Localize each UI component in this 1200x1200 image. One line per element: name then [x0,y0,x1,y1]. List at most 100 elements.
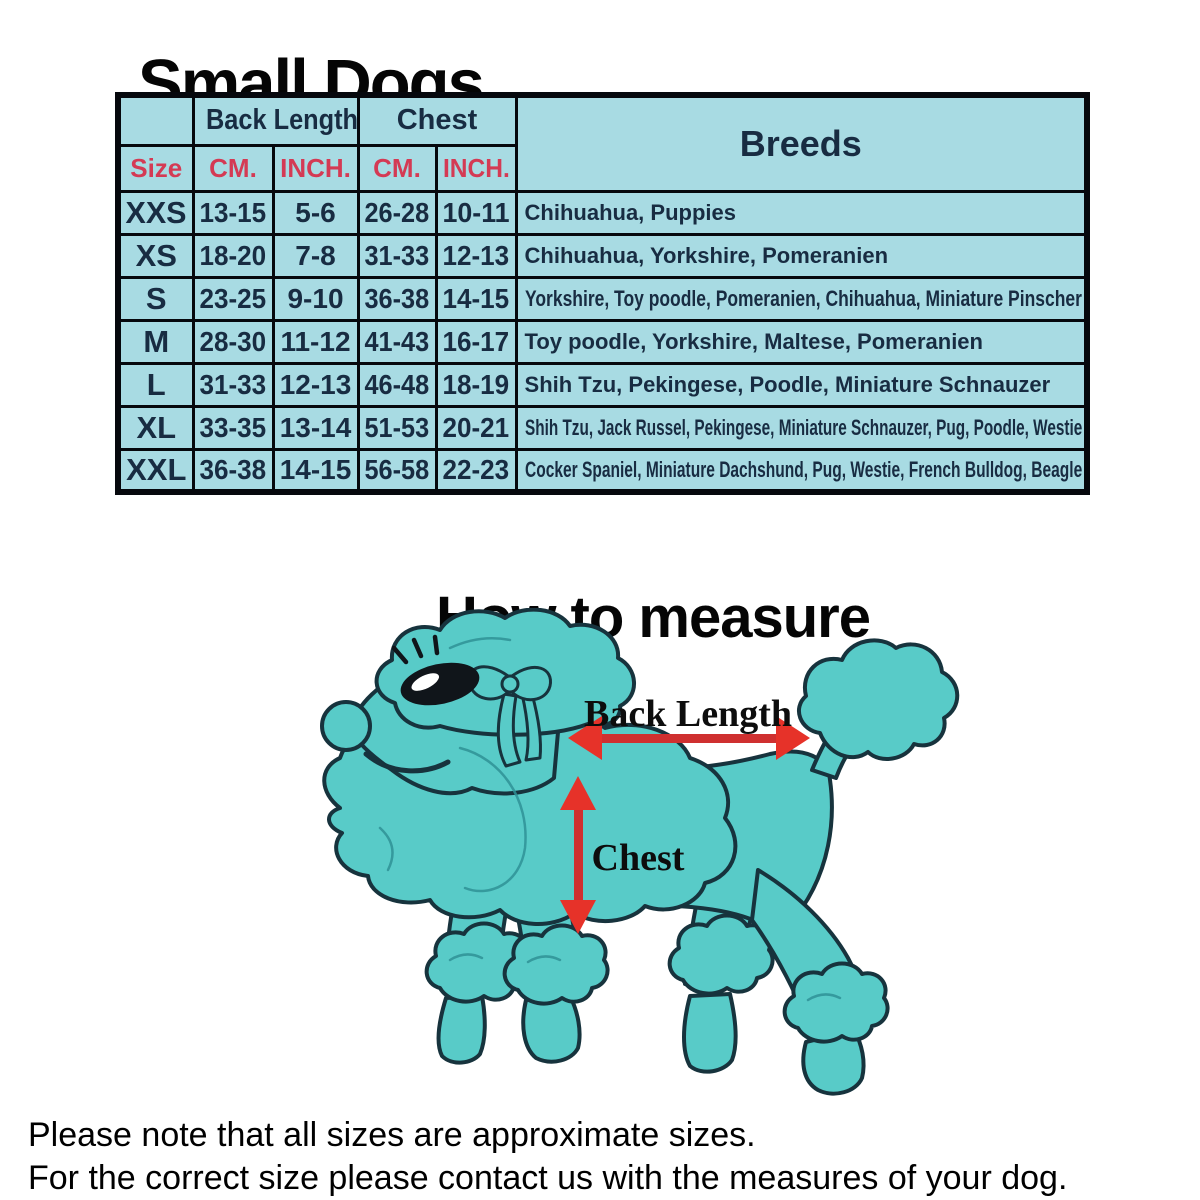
back-cm-value-text: 33-35 [199,411,267,443]
chest-cm-value: 26-28 [356,189,438,236]
chest-arrow [560,776,596,934]
back-cm-value: 31-33 [191,361,275,408]
back-cm-header: CM. [191,143,275,193]
breeds-value-text: Chihuahua, Puppies [524,199,736,225]
back-cm-value-text: 28-30 [199,325,267,357]
poodle-near-front-cuff [502,923,610,1006]
back-inch-value: 9-10 [271,275,360,322]
footer-line-2: For the correct size please contact us w… [28,1159,1068,1198]
chest-cm-value-text: 51-53 [364,411,430,443]
size-value-text: XL [136,409,177,445]
back-cm-value: 36-38 [191,447,275,494]
chest-inch-header: INCH. [434,143,518,193]
back-inch-value: 14-15 [271,447,360,494]
size-value: L [116,361,195,408]
back-length-arrow [568,716,810,760]
chest-cm-value: 41-43 [356,318,438,365]
back-inch-header: INCH. [271,143,360,193]
size-value: S [116,275,195,322]
chest-cm-value-text: 56-58 [364,453,430,485]
back-cm-value: 13-15 [191,189,275,236]
poodle-near-rear-foot [801,1028,866,1096]
chest-inch-value-text: 10-11 [442,196,510,228]
back-inch-value-text: 7-8 [295,239,336,271]
breeds-value-text: Shih Tzu, Jack Russel, Pekingese, Miniat… [524,414,1082,440]
chest-inch-value: 12-13 [434,232,518,279]
breeds-value: Shih Tzu, Pekingese, Poodle, Miniature S… [514,361,1089,408]
poodle-eye [400,662,480,706]
chest-cm-value-text: 41-43 [364,325,430,357]
table-row: XS 18-20 7-8 31-33 12-13 Chihuahua, Yorkshire… [116,232,1089,279]
chest-inch-value-text: 14-15 [442,282,510,314]
back-inch-value-text: 5-6 [295,196,336,228]
breeds-value-text: Chihuahua, Yorkshire, Pomeranien [524,242,889,268]
size-value: XS [116,232,195,279]
table-row: S 23-25 9-10 36-38 14-15 Yorkshire, Toy poodl… [116,275,1089,322]
chest-cm-value: 46-48 [356,361,438,408]
back-length-label: Back Length [584,693,792,735]
table-row: XXL 36-38 14-15 56-58 22-23 Cocker Spaniel, M… [116,447,1089,494]
chest-cm-value: 36-38 [356,275,438,322]
size-value: XXS [116,189,195,236]
corner-cell [116,93,195,147]
breeds-header: Breeds [514,93,1089,193]
breeds-value: Cocker Spaniel, Miniature Dachshund, Pug… [514,447,1089,494]
breeds-value-text: Cocker Spaniel, Miniature Dachshund, Pug… [524,456,1082,482]
back-cm-value: 28-30 [191,318,275,365]
back-inch-value-text: 11-12 [280,325,351,357]
size-chart-table: Back Length Chest Breeds Size CM. INCH. … [115,92,1091,495]
back-cm-value: 18-20 [191,232,275,279]
table-row: XL 33-35 13-14 51-53 20-21 Shih Tzu, Jack Rus… [116,404,1089,451]
chest-cm-value-text: 46-48 [364,368,430,400]
breeds-value-text: Toy poodle, Yorkshire, Maltese, Pomerani… [524,328,983,354]
sub-header-row: Size CM. INCH. CM. INCH. [116,143,1087,193]
size-header: Size [116,143,195,193]
poodle-near-front-foot [521,994,582,1064]
size-value-text: XXS [125,194,187,230]
chest-inch-value-text: 12-13 [442,239,510,271]
chest-inch-value: 22-23 [434,447,518,494]
back-length-header: Back Length [191,93,360,147]
chest-inch-value: 10-11 [434,189,518,236]
chest-inch-value-text: 22-23 [442,453,510,485]
back-cm-value-text: 13-15 [199,196,267,228]
chest-inch-value-text: 20-21 [442,411,510,443]
back-cm-value-text: 36-38 [199,453,267,485]
chest-inch-value: 16-17 [434,318,518,365]
table-row: M 28-30 11-12 41-43 16-17 Toy poodle, Yorkshi… [116,318,1089,365]
size-value: XL [116,404,195,451]
back-cm-value-text: 23-25 [199,282,267,314]
chest-cm-header: CM. [356,143,438,193]
chest-cm-value: 31-33 [356,232,438,279]
back-inch-value: 12-13 [271,361,360,408]
size-value: XXL [116,447,195,494]
size-value: M [116,318,195,365]
back-inch-value-text: 13-14 [279,411,352,443]
chest-cm-value-text: 26-28 [364,196,430,228]
size-value-text: L [146,366,166,402]
back-cm-value-text: 31-33 [199,368,267,400]
poodle-far-rear-foot [682,992,738,1074]
poodle-bow [468,665,552,768]
table-row: L 31-33 12-13 46-48 18-19 Shih Tzu, Pekingese… [116,361,1089,408]
poodle-eyelashes [391,634,440,665]
chest-inch-value: 20-21 [434,404,518,451]
poodle-far-front-foot [436,994,487,1065]
chest-inch-value: 18-19 [434,361,518,408]
footer-line-1: Please note that all sizes are approxima… [28,1116,756,1154]
poodle-nose [320,700,372,752]
back-cm-value: 33-35 [191,404,275,451]
back-cm-value-text: 18-20 [199,239,267,271]
back-inch-value-text: 14-15 [279,453,352,485]
group-header-row: Back Length Chest Breeds [116,93,1089,193]
chest-label: Chest [592,837,685,879]
breeds-value-text: Yorkshire, Toy poodle, Pomeranien, Chihu… [524,285,1082,311]
chest-cm-value: 51-53 [356,404,438,451]
size-value-text: XS [135,237,177,273]
back-inch-value: 13-14 [271,404,360,451]
back-inch-value: 11-12 [271,318,360,365]
breeds-value: Yorkshire, Toy poodle, Pomeranien, Chihu… [514,275,1089,322]
back-inch-value-text: 9-10 [287,282,344,314]
back-inch-value: 5-6 [271,189,360,236]
